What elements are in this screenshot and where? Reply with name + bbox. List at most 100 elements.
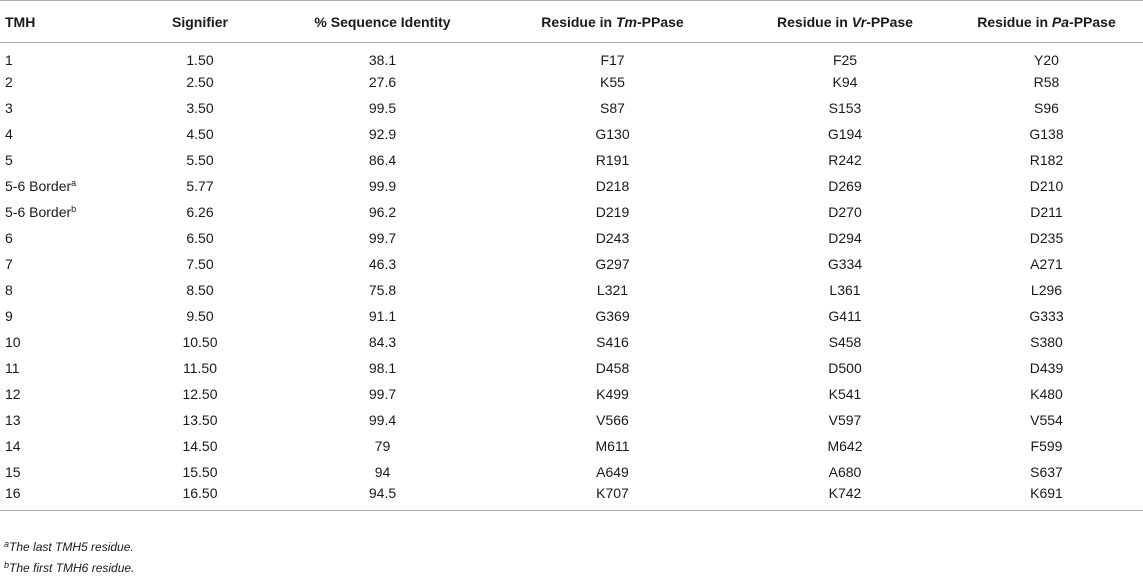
cell-vr-residue-value: G334 (827, 255, 863, 272)
cell-vr-residue-value: K742 (828, 485, 862, 502)
cell-signifier-value: 12.50 (182, 385, 218, 402)
cell-tm-residue: D458 (485, 355, 740, 381)
cell-identity: 75.8 (280, 277, 485, 303)
cell-identity-value: 84.3 (368, 333, 397, 350)
table-row: 2 2.50 27.6 K55 K94 R58 (0, 69, 1143, 95)
cell-tmh: 16 (0, 485, 120, 511)
footnote-ref: a (71, 177, 77, 188)
cell-tmh: 10 (0, 329, 120, 355)
table-row: 7 7.50 46.3 G297 G334 A271 (0, 251, 1143, 277)
cell-identity-value: 99.5 (368, 99, 397, 116)
cell-signifier: 6.26 (120, 199, 280, 225)
cell-identity-value: 38.1 (368, 51, 397, 68)
cell-signifier-value: 14.50 (182, 437, 218, 454)
cell-tmh-value: 11 (5, 359, 20, 376)
cell-vr-residue: K541 (740, 381, 950, 407)
cell-pa-residue: D211 (950, 199, 1143, 225)
cell-tm-residue: F17 (485, 43, 740, 69)
cell-identity-value: 99.7 (368, 385, 397, 402)
header-pa-prefix: Residue in (977, 13, 1052, 30)
header-tm-residue: Residue in Tm-PPase (485, 1, 740, 43)
cell-tm-residue: S416 (485, 329, 740, 355)
cell-tmh-value: 8 (5, 281, 13, 298)
cell-identity: 94 (280, 459, 485, 485)
cell-signifier: 2.50 (120, 69, 280, 95)
cell-tm-residue: L321 (485, 277, 740, 303)
cell-vr-residue: R242 (740, 147, 950, 173)
cell-vr-residue-value: D294 (828, 229, 862, 246)
cell-vr-residue-value: G411 (828, 307, 862, 324)
cell-vr-residue: V597 (740, 407, 950, 433)
cell-tmh: 3 (0, 95, 120, 121)
cell-vr-residue-value: S458 (828, 333, 862, 350)
cell-tmh-value: 2 (5, 73, 13, 90)
cell-identity-value: 46.3 (368, 255, 397, 272)
cell-tm-residue: S87 (485, 95, 740, 121)
cell-tmh-value: 5 (5, 151, 13, 168)
table-footnotes: aThe last TMH5 residue. bThe first TMH6 … (4, 537, 134, 579)
cell-identity: 79 (280, 433, 485, 459)
cell-signifier: 14.50 (120, 433, 280, 459)
cell-pa-residue-value: R182 (1029, 151, 1064, 168)
cell-vr-residue-value: K541 (828, 385, 862, 402)
cell-tm-residue: K499 (485, 381, 740, 407)
cell-signifier: 1.50 (120, 43, 280, 69)
table-body: 1 1.50 38.1 F17 F25 Y20 2 2.50 27.6 K55 K94 R58 3 3.5… (0, 43, 1143, 511)
cell-signifier: 3.50 (120, 95, 280, 121)
cell-tmh: 5 (0, 147, 120, 173)
cell-signifier-value: 4.50 (186, 125, 214, 142)
cell-vr-residue-value: S153 (828, 99, 862, 116)
cell-tm-residue-value: V566 (596, 411, 629, 428)
cell-pa-residue-value: D439 (1029, 359, 1064, 376)
cell-tm-residue-value: K499 (596, 385, 629, 402)
cell-vr-residue-value: D270 (828, 203, 862, 220)
cell-pa-residue-value: S96 (1034, 99, 1059, 116)
cell-tm-residue: D243 (485, 225, 740, 251)
cell-vr-residue-value: K94 (832, 73, 858, 90)
cell-signifier-value: 5.50 (186, 151, 214, 168)
header-pa-residue: Residue in Pa-PPase (950, 1, 1143, 43)
cell-tmh: 14 (0, 433, 120, 459)
cell-signifier-value: 15.50 (182, 463, 218, 480)
cell-pa-residue: V554 (950, 407, 1143, 433)
cell-tmh: 7 (0, 251, 120, 277)
cell-pa-residue: D439 (950, 355, 1143, 381)
cell-tm-residue-value: A649 (596, 463, 629, 480)
cell-vr-residue-value: F25 (832, 51, 858, 68)
cell-pa-residue: Y20 (950, 43, 1143, 69)
cell-tmh: 4 (0, 121, 120, 147)
table-row: 8 8.50 75.8 L321 L361 L296 (0, 277, 1143, 303)
header-tm-species: Tm (615, 13, 637, 30)
cell-pa-residue: R182 (950, 147, 1143, 173)
cell-vr-residue: D500 (740, 355, 950, 381)
cell-tm-residue: G130 (485, 121, 740, 147)
cell-tm-residue: M611 (485, 433, 740, 459)
cell-tmh: 11 (0, 355, 120, 381)
cell-identity-value: 99.7 (368, 229, 397, 246)
cell-pa-residue: G333 (950, 303, 1143, 329)
table-row: 15 15.50 94 A649 A680 S637 (0, 459, 1143, 485)
cell-identity-value: 86.4 (368, 151, 397, 168)
cell-vr-residue: G334 (740, 251, 950, 277)
header-tm-suffix: -PPase (636, 13, 684, 30)
cell-vr-residue: F25 (740, 43, 950, 69)
cell-pa-residue-value: R58 (1033, 73, 1060, 90)
cell-tmh-value: 3 (5, 99, 13, 116)
cell-tmh: 9 (0, 303, 120, 329)
cell-vr-residue-value: A680 (828, 463, 862, 480)
footnote-mark: b (4, 560, 10, 570)
table-row: 13 13.50 99.4 V566 V597 V554 (0, 407, 1143, 433)
cell-identity: 99.4 (280, 407, 485, 433)
cell-pa-residue: L296 (950, 277, 1143, 303)
cell-identity: 38.1 (280, 43, 485, 69)
cell-signifier-value: 1.50 (186, 51, 214, 68)
cell-pa-residue-value: S380 (1030, 333, 1063, 350)
table-row: 9 9.50 91.1 G369 G411 G333 (0, 303, 1143, 329)
cell-vr-residue: K742 (740, 485, 950, 511)
cell-identity: 98.1 (280, 355, 485, 381)
cell-pa-residue-value: G333 (1029, 307, 1064, 324)
cell-vr-residue-value: R242 (828, 151, 862, 168)
cell-identity-value: 96.2 (368, 203, 397, 220)
cell-signifier: 13.50 (120, 407, 280, 433)
cell-tmh-value: 10 (5, 333, 21, 350)
